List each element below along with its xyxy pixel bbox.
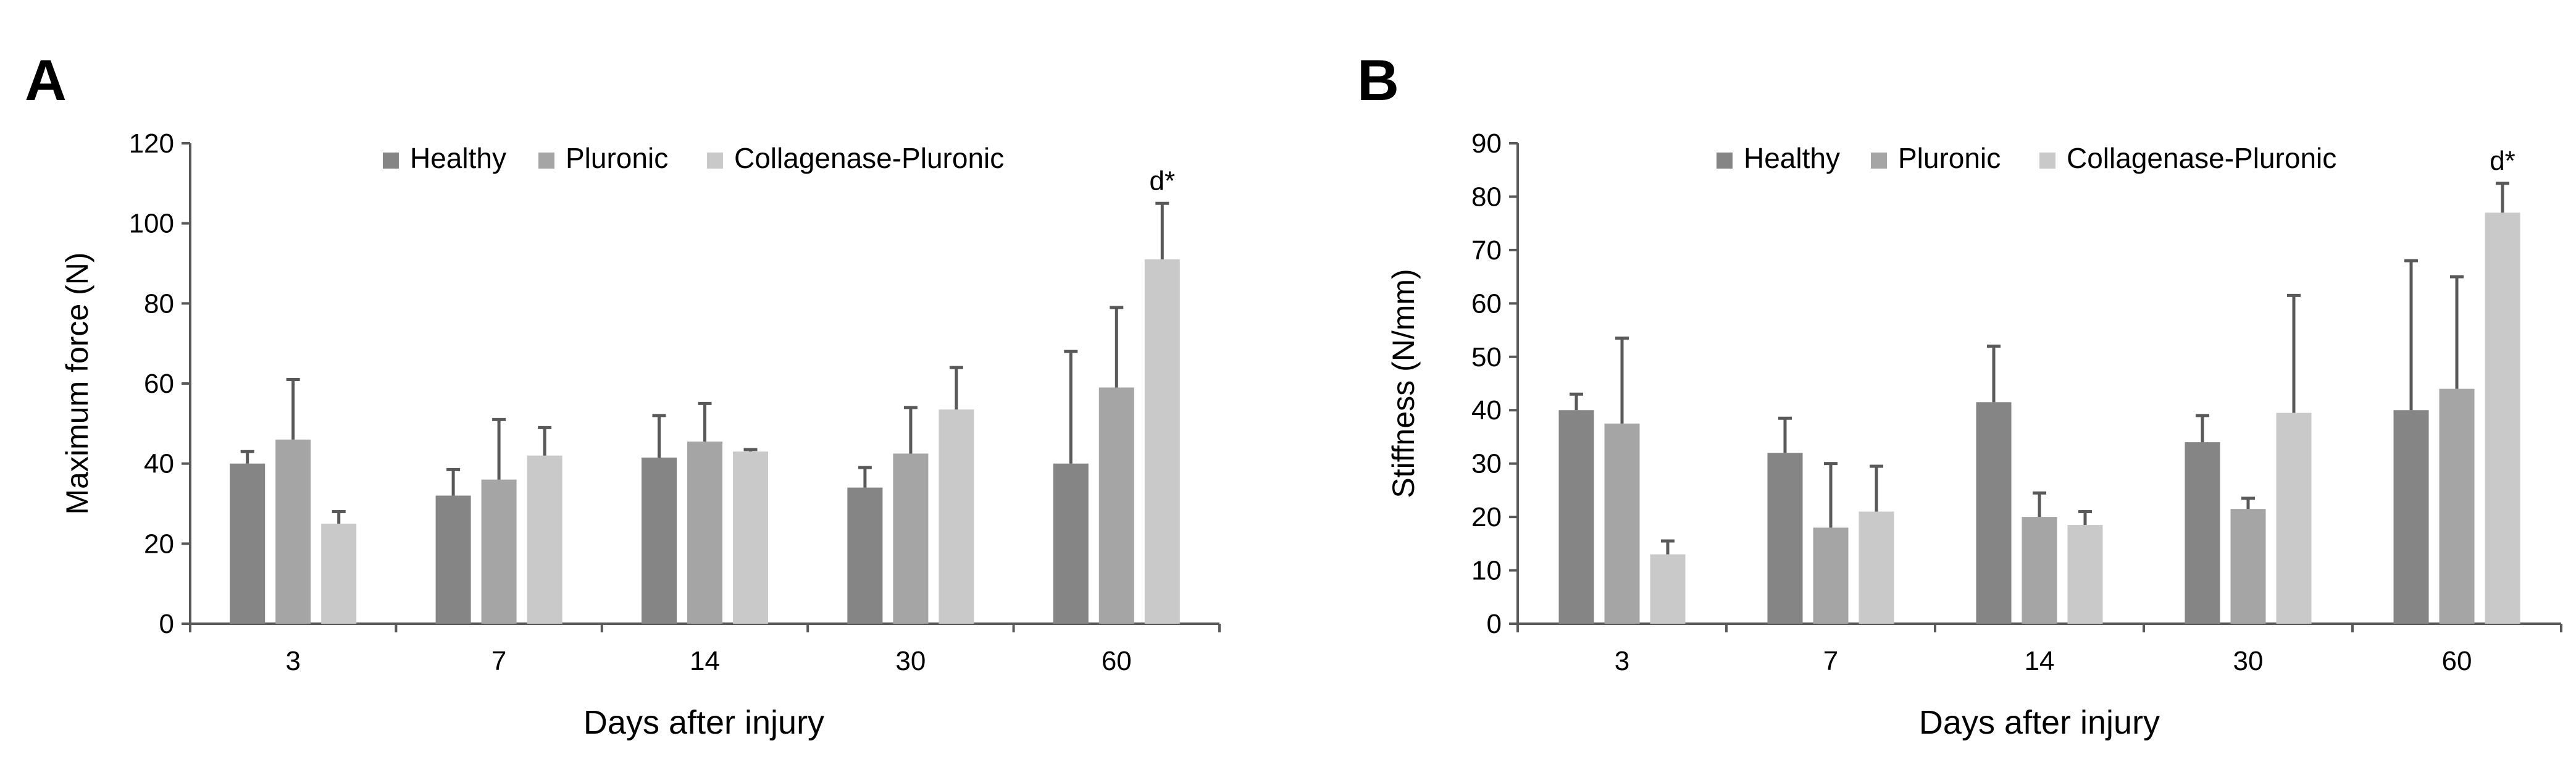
x-axis-title: Days after injury: [1919, 704, 2160, 741]
x-axis-title: Days after injury: [583, 704, 824, 741]
legend-swatch-pluronic: [538, 153, 554, 169]
bar-collagenase-pluronic-day-7: [1859, 511, 1894, 624]
bar-pluronic-day-7: [481, 479, 517, 624]
y-tick-label: 20: [144, 529, 174, 559]
legend-label-healthy: Healthy: [410, 142, 506, 174]
legend-swatch-healthy: [383, 153, 399, 169]
y-tick-label: 70: [1471, 235, 1502, 266]
bar-collagenase-pluronic-day-14: [733, 451, 768, 624]
x-tick-label: 3: [285, 646, 300, 676]
bar-pluronic-day-3: [275, 439, 311, 624]
bar-pluronic-day-7: [1813, 527, 1849, 624]
x-tick-label: 30: [895, 646, 926, 676]
y-tick-label: 50: [1471, 342, 1502, 372]
y-tick-label: 40: [1471, 395, 1502, 425]
panel-b: B 0 10 20 30 40 50 60 70 80 90 3 7 14 30 60 d* Healthy Plu…: [1357, 48, 2562, 741]
x-tick-label: 30: [2233, 646, 2264, 676]
legend-label-healthy: Healthy: [1744, 142, 1840, 174]
bar-collagenase-pluronic-day-30: [2276, 413, 2312, 624]
y-tick-label: 30: [1471, 449, 1502, 479]
bar-collagenase-pluronic-day-60: [1144, 259, 1180, 624]
y-tick-label: 80: [144, 288, 174, 319]
bar-healthy-day-60: [1053, 463, 1089, 624]
bar-pluronic-day-60: [1098, 387, 1134, 624]
x-tick-label: 7: [491, 646, 506, 676]
annotation-significance: d*: [1150, 166, 1176, 196]
y-tick-label: 120: [129, 128, 174, 159]
x-tick-label: 3: [1615, 646, 1629, 676]
panel-a: A 0 20 40 60 80 100 120 3 7 14 30 60 d* Healthy Pluroni…: [25, 48, 1221, 741]
y-axis-title: Maximum force (N): [60, 252, 94, 514]
y-axis-title: Stiffness (N/mm): [1386, 269, 1421, 498]
y-tick-label: 40: [144, 449, 174, 479]
bar-healthy-day-60: [2393, 410, 2429, 624]
y-tick-label: 90: [1471, 128, 1502, 159]
y-tick-label: 10: [1471, 556, 1502, 586]
bar-healthy-day-14: [1976, 402, 2012, 624]
bar-collagenase-pluronic-day-3: [321, 523, 357, 624]
legend-label-pluronic: Pluronic: [1898, 142, 2001, 174]
x-tick-label: 60: [1102, 646, 1132, 676]
bar-collagenase-pluronic-day-3: [1650, 554, 1686, 624]
bar-collagenase-pluronic-day-14: [2067, 525, 2103, 624]
bar-healthy-day-14: [642, 457, 677, 624]
annotation-significance: d*: [2490, 146, 2515, 176]
bar-healthy-day-30: [847, 487, 883, 624]
bar-pluronic-day-14: [2022, 517, 2057, 624]
bar-collagenase-pluronic-day-60: [2485, 212, 2520, 624]
bar-healthy-day-7: [435, 495, 471, 624]
legend-swatch-healthy: [1717, 153, 1733, 169]
x-tick-label: 14: [690, 646, 720, 676]
panel-label: A: [25, 48, 67, 112]
legend-swatch-pluronic: [1871, 153, 1887, 169]
bar-pluronic-day-30: [893, 453, 929, 624]
x-tick-label: 7: [1823, 646, 1838, 676]
y-tick-label: 80: [1471, 182, 1502, 212]
x-tick-label: 14: [2025, 646, 2055, 676]
legend-label-collagenase-pluronic: Collagenase-Pluronic: [734, 142, 1004, 174]
bar-healthy-day-30: [2185, 442, 2220, 624]
y-tick-label: 100: [129, 209, 174, 239]
bar-pluronic-day-60: [2439, 388, 2475, 624]
y-tick-label: 60: [144, 369, 174, 399]
bar-pluronic-day-30: [2230, 509, 2266, 624]
legend-swatch-collagenase-pluronic: [707, 153, 723, 169]
panel-label: B: [1357, 48, 1399, 112]
y-tick-label: 60: [1471, 288, 1502, 319]
y-tick-label: 20: [1471, 502, 1502, 532]
legend-label-pluronic: Pluronic: [566, 142, 668, 174]
bar-pluronic-day-14: [687, 442, 722, 624]
legend-label-collagenase-pluronic: Collagenase-Pluronic: [2067, 142, 2336, 174]
bar-collagenase-pluronic-day-30: [939, 409, 974, 624]
bar-healthy-day-3: [230, 463, 266, 624]
y-tick-label: 0: [159, 609, 174, 639]
legend-swatch-collagenase-pluronic: [2039, 153, 2055, 169]
bar-collagenase-pluronic-day-7: [527, 455, 562, 624]
bar-healthy-day-3: [1558, 410, 1594, 624]
bar-pluronic-day-3: [1604, 423, 1640, 624]
bar-healthy-day-7: [1767, 453, 1803, 624]
x-tick-label: 60: [2442, 646, 2472, 676]
y-tick-label: 0: [1487, 609, 1502, 639]
